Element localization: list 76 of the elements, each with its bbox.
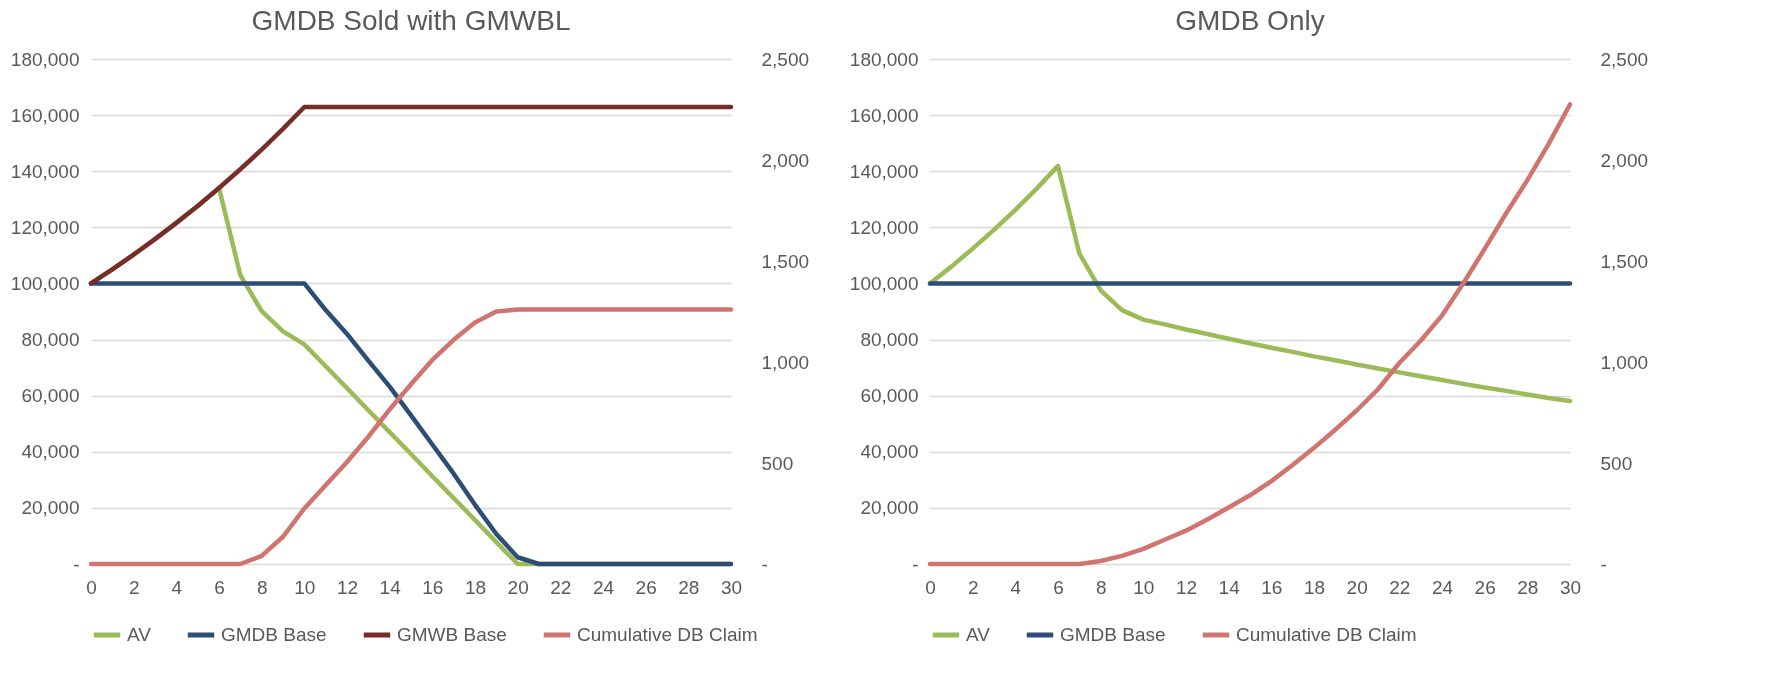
legend-label: GMWB Base bbox=[397, 624, 507, 645]
legend-label: AV bbox=[966, 624, 991, 645]
x-tick-label: 24 bbox=[592, 576, 615, 598]
y2-tick-label: 2,500 bbox=[1600, 48, 1649, 70]
x-tick-label: 20 bbox=[507, 576, 529, 598]
y-tick-label: 80,000 bbox=[860, 329, 919, 351]
x-tick-label: 16 bbox=[1261, 576, 1283, 598]
y2-tick-label: 500 bbox=[761, 452, 794, 474]
x-tick-label: 30 bbox=[1559, 576, 1582, 598]
x-tick-label: 14 bbox=[379, 576, 402, 598]
y-tick-label: 120,000 bbox=[10, 216, 80, 238]
x-tick-label: 30 bbox=[720, 576, 743, 598]
x-tick-label: 22 bbox=[1389, 576, 1411, 598]
x-tick-label: 18 bbox=[464, 576, 487, 598]
y2-tick-label: 500 bbox=[1600, 452, 1633, 474]
line-series bbox=[927, 102, 1573, 567]
y-tick-label: 100,000 bbox=[849, 272, 919, 294]
y2-tick-label: - bbox=[1600, 553, 1607, 575]
y-tick-label: 40,000 bbox=[860, 441, 919, 463]
x-tick-label: 24 bbox=[1431, 576, 1454, 598]
line-series bbox=[927, 163, 1573, 404]
legend-label: GMDB Base bbox=[221, 624, 327, 645]
chart-title: GMDB Only bbox=[1175, 5, 1325, 36]
x-tick-label: 6 bbox=[1053, 576, 1064, 598]
legend-label: Cumulative DB Claim bbox=[577, 624, 758, 645]
x-tick-label: 8 bbox=[1095, 576, 1107, 598]
y-tick-label: 80,000 bbox=[21, 329, 80, 351]
legend-label: Cumulative DB Claim bbox=[1236, 624, 1417, 645]
x-tick-label: 12 bbox=[336, 576, 359, 598]
x-tick-label: 26 bbox=[1474, 576, 1496, 598]
y2-tick-label: 1,000 bbox=[761, 351, 810, 373]
x-tick-label: 22 bbox=[550, 576, 572, 598]
x-tick-label: 4 bbox=[171, 576, 183, 598]
y-tick-label: 160,000 bbox=[10, 104, 80, 126]
chart-title: GMDB Sold with GMWBL bbox=[251, 5, 571, 36]
y2-tick-label: - bbox=[761, 553, 768, 575]
y2-tick-label: 2,000 bbox=[761, 149, 810, 171]
y-tick-label: 180,000 bbox=[10, 48, 80, 70]
x-tick-label: 10 bbox=[294, 576, 316, 598]
y-tick-label: 20,000 bbox=[21, 497, 80, 519]
y-tick-label: 140,000 bbox=[849, 160, 919, 182]
y-tick-label: - bbox=[912, 553, 919, 575]
legend-label: GMDB Base bbox=[1060, 624, 1166, 645]
y-tick-label: 60,000 bbox=[21, 385, 80, 407]
x-tick-label: 14 bbox=[1218, 576, 1241, 598]
x-tick-label: 0 bbox=[925, 576, 936, 598]
x-tick-label: 2 bbox=[128, 576, 140, 598]
y-tick-label: 20,000 bbox=[860, 497, 919, 519]
y2-tick-label: 1,000 bbox=[1600, 351, 1649, 373]
x-tick-label: 8 bbox=[256, 576, 268, 598]
x-tick-label: 2 bbox=[967, 576, 979, 598]
y-tick-label: 140,000 bbox=[10, 160, 80, 182]
y-tick-label: 100,000 bbox=[10, 272, 80, 294]
y2-tick-label: 2,000 bbox=[1600, 149, 1649, 171]
x-tick-label: 28 bbox=[678, 576, 700, 598]
y2-tick-label: 2,500 bbox=[761, 48, 810, 70]
y2-tick-label: 1,500 bbox=[1600, 250, 1649, 272]
y-tick-label: 40,000 bbox=[21, 441, 80, 463]
y-tick-label: 180,000 bbox=[849, 48, 919, 70]
y-tick-label: 120,000 bbox=[849, 216, 919, 238]
x-tick-label: 18 bbox=[1303, 576, 1326, 598]
x-tick-label: 4 bbox=[1010, 576, 1022, 598]
line-series bbox=[88, 104, 734, 286]
y-tick-label: 60,000 bbox=[860, 385, 919, 407]
y-tick-label: 160,000 bbox=[849, 104, 919, 126]
y-tick-label: - bbox=[73, 553, 80, 575]
x-tick-label: 10 bbox=[1133, 576, 1155, 598]
legend-label: AV bbox=[127, 624, 152, 645]
x-tick-label: 26 bbox=[635, 576, 657, 598]
x-tick-label: 20 bbox=[1346, 576, 1368, 598]
x-tick-label: 28 bbox=[1517, 576, 1539, 598]
y2-tick-label: 1,500 bbox=[761, 250, 810, 272]
x-tick-label: 0 bbox=[86, 576, 97, 598]
x-tick-label: 6 bbox=[214, 576, 225, 598]
x-tick-label: 16 bbox=[422, 576, 444, 598]
x-tick-label: 12 bbox=[1175, 576, 1198, 598]
